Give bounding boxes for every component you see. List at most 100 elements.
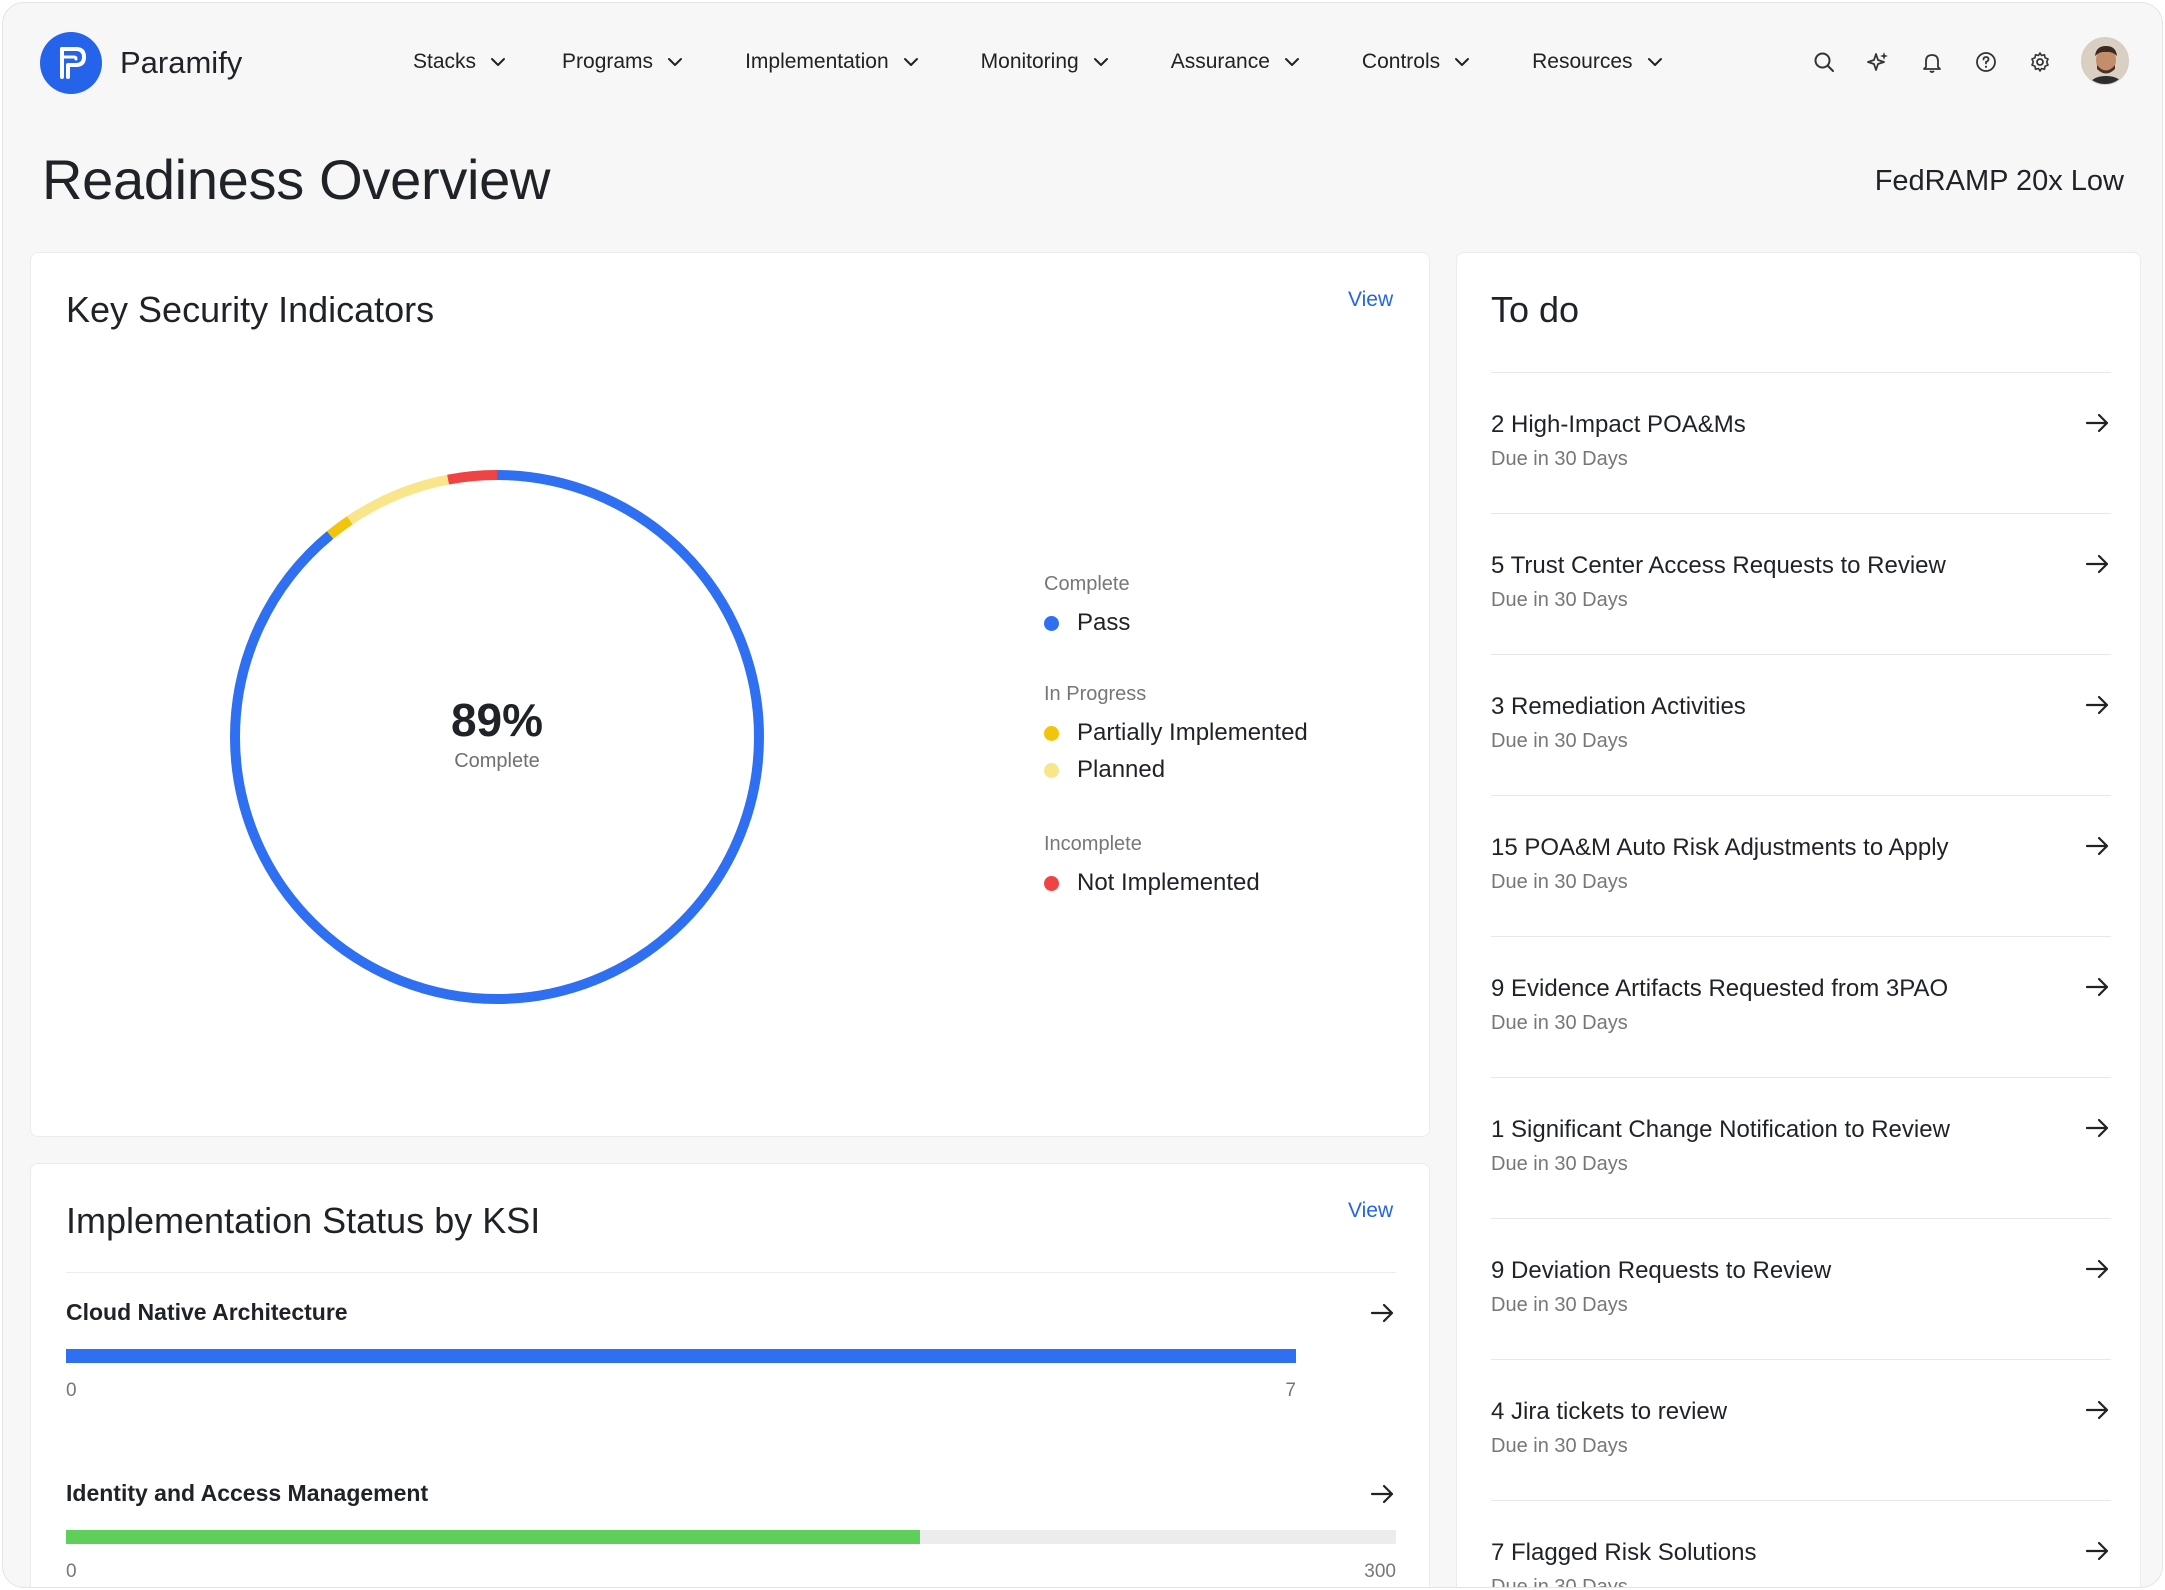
todo-due: Due in 30 Days [1491, 589, 1628, 611]
arrow-right-icon[interactable] [2083, 1396, 2111, 1424]
legend-group-label: Complete [1044, 573, 1130, 595]
chevron-down-icon [491, 58, 506, 66]
todo-item[interactable]: 5 Trust Center Access Requests to Review… [1491, 513, 2111, 654]
todo-title: 3 Remediation Activities [1491, 693, 1746, 720]
todo-title: 9 Evidence Artifacts Requested from 3PAO [1491, 975, 1949, 1002]
nav-programs[interactable]: Programs [562, 47, 683, 77]
sparkle-icon[interactable] [1863, 47, 1893, 77]
progress-min: 0 [66, 1380, 77, 1401]
ksi-row-identity-and-access-management[interactable]: Identity and Access Management 0 300 [66, 1478, 1396, 1587]
arrow-right-icon[interactable] [2083, 832, 2111, 860]
card-title: Implementation Status by KSI [66, 1200, 541, 1241]
arrow-right-icon[interactable] [2083, 1114, 2111, 1142]
completion-label: Complete [454, 750, 540, 772]
nav-label: Assurance [1170, 50, 1270, 73]
card-title: To do [1491, 289, 1580, 330]
todo-item[interactable]: 9 Evidence Artifacts Requested from 3PAO… [1491, 936, 2111, 1077]
legend-item-planned: Planned [1044, 754, 1444, 786]
nav-assurance[interactable]: Assurance [1171, 47, 1300, 77]
chevron-down-icon [1093, 58, 1108, 66]
todo-title: 15 POA&M Auto Risk Adjustments to Apply [1491, 834, 1949, 861]
progress-track [66, 1349, 1296, 1363]
nav-label: Monitoring [980, 50, 1079, 73]
progress-min: 0 [66, 1561, 77, 1582]
search-icon[interactable] [1809, 47, 1839, 77]
nav-label: Resources [1532, 50, 1633, 73]
donut-segment-not-implemented [230, 470, 764, 1004]
todo-item[interactable]: 4 Jira tickets to review Due in 30 Days [1491, 1359, 2111, 1500]
card-title: Key Security Indicators [66, 289, 435, 330]
todo-list: 2 High-Impact POA&Ms Due in 30 Days 5 Tr… [1491, 372, 2111, 1587]
todo-item[interactable]: 9 Deviation Requests to Review Due in 30… [1491, 1218, 2111, 1359]
completion-percent: 89% [450, 694, 544, 746]
todo-due: Due in 30 Days [1491, 871, 1628, 893]
todo-item[interactable]: 7 Flagged Risk Solutions Due in 30 Days [1491, 1500, 2111, 1587]
key-security-indicators-card: Key Security Indicators View 89% Complet… [30, 252, 1430, 1137]
legend-dot [1044, 875, 1059, 891]
ksi-view-link[interactable]: View [1348, 288, 1394, 311]
nav-resources[interactable]: Resources [1532, 47, 1662, 77]
progress-max: 300 [1364, 1561, 1396, 1582]
legend-group-complete: Complete Pass [1044, 571, 1444, 639]
page-title: Readiness Overview [42, 148, 551, 211]
paramify-logo-icon[interactable] [40, 32, 102, 94]
legend-label: Not Implemented [1077, 869, 1260, 896]
todo-due: Due in 30 Days [1491, 1012, 1628, 1034]
gear-icon[interactable] [2025, 47, 2055, 77]
todo-item[interactable]: 2 High-Impact POA&Ms Due in 30 Days [1491, 372, 2111, 513]
chevron-down-icon [1284, 58, 1299, 66]
arrow-right-icon[interactable] [2083, 409, 2111, 437]
header-actions [1809, 47, 2079, 77]
donut-svg [230, 470, 764, 1004]
arrow-right-icon[interactable] [1368, 1299, 1396, 1327]
legend-label: Pass [1077, 609, 1131, 636]
chevron-down-icon [1647, 58, 1662, 66]
legend-label: Planned [1077, 756, 1166, 783]
avatar[interactable] [2081, 37, 2129, 85]
nav-label: Programs [562, 50, 654, 73]
arrow-right-icon[interactable] [2083, 973, 2111, 1001]
ksi-row-cloud-native-architecture[interactable]: Cloud Native Architecture 0 7 [66, 1297, 1396, 1417]
legend-label: Partially Implemented [1077, 719, 1308, 746]
todo-title: 4 Jira tickets to review [1491, 1398, 1728, 1425]
todo-card: To do 2 High-Impact POA&Ms Due in 30 Day… [1456, 252, 2141, 1587]
todo-item[interactable]: 15 POA&M Auto Risk Adjustments to Apply … [1491, 795, 2111, 936]
progress-fill [66, 1349, 1296, 1363]
todo-item[interactable]: 3 Remediation Activities Due in 30 Days [1491, 654, 2111, 795]
implementation-view-link[interactable]: View [1348, 1199, 1394, 1222]
nav-label: Controls [1361, 50, 1441, 73]
nav-label: Stacks [413, 50, 477, 73]
nav-controls[interactable]: Controls [1362, 47, 1470, 77]
todo-due: Due in 30 Days [1491, 730, 1628, 752]
arrow-right-icon[interactable] [2083, 550, 2111, 578]
todo-title: 9 Deviation Requests to Review [1491, 1257, 1832, 1284]
legend-item-pass: Pass [1044, 607, 1444, 639]
nav-stacks[interactable]: Stacks [413, 47, 506, 77]
top-navigation: Paramify Stacks Programs Implementation … [3, 3, 2162, 123]
legend-dot [1044, 725, 1059, 741]
todo-title: 1 Significant Change Notification to Rev… [1491, 1116, 1950, 1143]
nav-monitoring[interactable]: Monitoring [981, 47, 1109, 77]
todo-due: Due in 30 Days [1491, 1294, 1628, 1316]
arrow-right-icon[interactable] [2083, 1255, 2111, 1283]
ksi-row-title: Cloud Native Architecture [66, 1299, 348, 1325]
help-icon[interactable] [1971, 47, 2001, 77]
arrow-right-icon[interactable] [2083, 1537, 2111, 1565]
legend-group-in-progress: In Progress Partially Implemented Planne… [1044, 681, 1444, 786]
bell-icon[interactable] [1917, 47, 1947, 77]
todo-due: Due in 30 Days [1491, 448, 1628, 470]
nav-implementation[interactable]: Implementation [745, 47, 919, 77]
implementation-status-card: Implementation Status by KSI View Cloud … [30, 1163, 1430, 1587]
legend-group-label: Incomplete [1044, 833, 1142, 855]
todo-item[interactable]: 1 Significant Change Notification to Rev… [1491, 1077, 2111, 1218]
todo-title: 5 Trust Center Access Requests to Review [1491, 552, 1946, 579]
divider [66, 1272, 1396, 1273]
legend-dot [1044, 615, 1059, 631]
arrow-right-icon[interactable] [1368, 1480, 1396, 1508]
main-nav: Stacks Programs Implementation Monitorin… [413, 47, 1663, 77]
chevron-down-icon [668, 58, 683, 66]
ksi-row-title: Identity and Access Management [66, 1480, 429, 1506]
arrow-right-icon[interactable] [2083, 691, 2111, 719]
legend-item-not-implemented: Not Implemented [1044, 867, 1444, 899]
